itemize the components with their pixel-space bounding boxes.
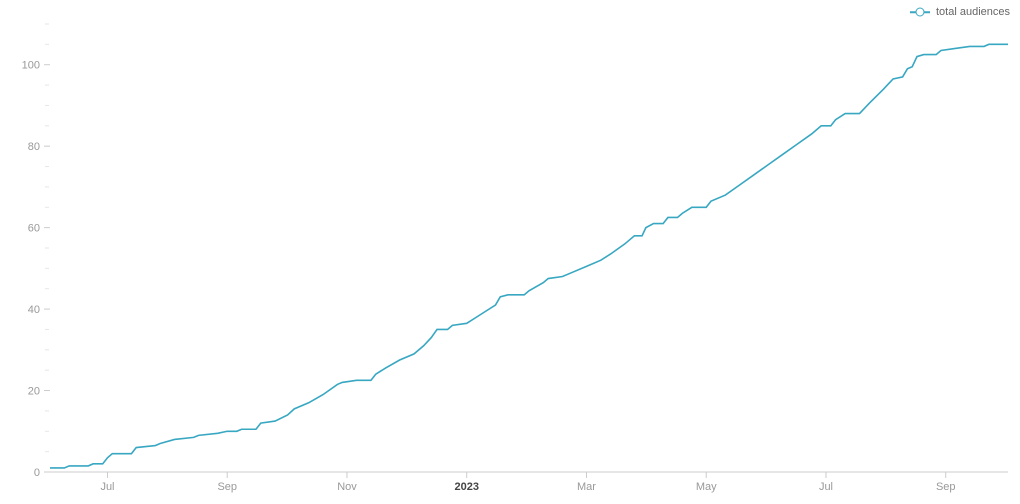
x-axis-label: Sep [936, 481, 956, 493]
y-axis-label: 100 [22, 60, 40, 72]
x-axis-label: Sep [217, 481, 237, 493]
legend-marker-icon [910, 8, 930, 16]
legend-label: total audiences [936, 6, 1010, 18]
x-axis-label: May [696, 481, 717, 493]
chart-container: total audiences 0 20 40 60 80 100 Jul Sep Nov 202… [0, 0, 1020, 504]
series-line-total-audiences [50, 44, 1008, 468]
x-axis-label: Mar [577, 481, 596, 493]
y-axis-label: 80 [28, 141, 40, 153]
y-axis-label: 0 [34, 467, 40, 479]
x-axis-label: Jul [819, 481, 833, 493]
x-axis-label: 2023 [454, 481, 478, 493]
legend: total audiences [910, 6, 1010, 18]
y-axis-label: 20 [28, 386, 40, 398]
line-chart: 0 20 40 60 80 100 Jul Sep Nov 2023 Mar May Jul Sep [0, 0, 1020, 504]
x-axis-label: Jul [100, 481, 114, 493]
y-axis-label: 40 [28, 304, 40, 316]
y-axis-label: 60 [28, 223, 40, 235]
x-axis-label: Nov [337, 481, 357, 493]
